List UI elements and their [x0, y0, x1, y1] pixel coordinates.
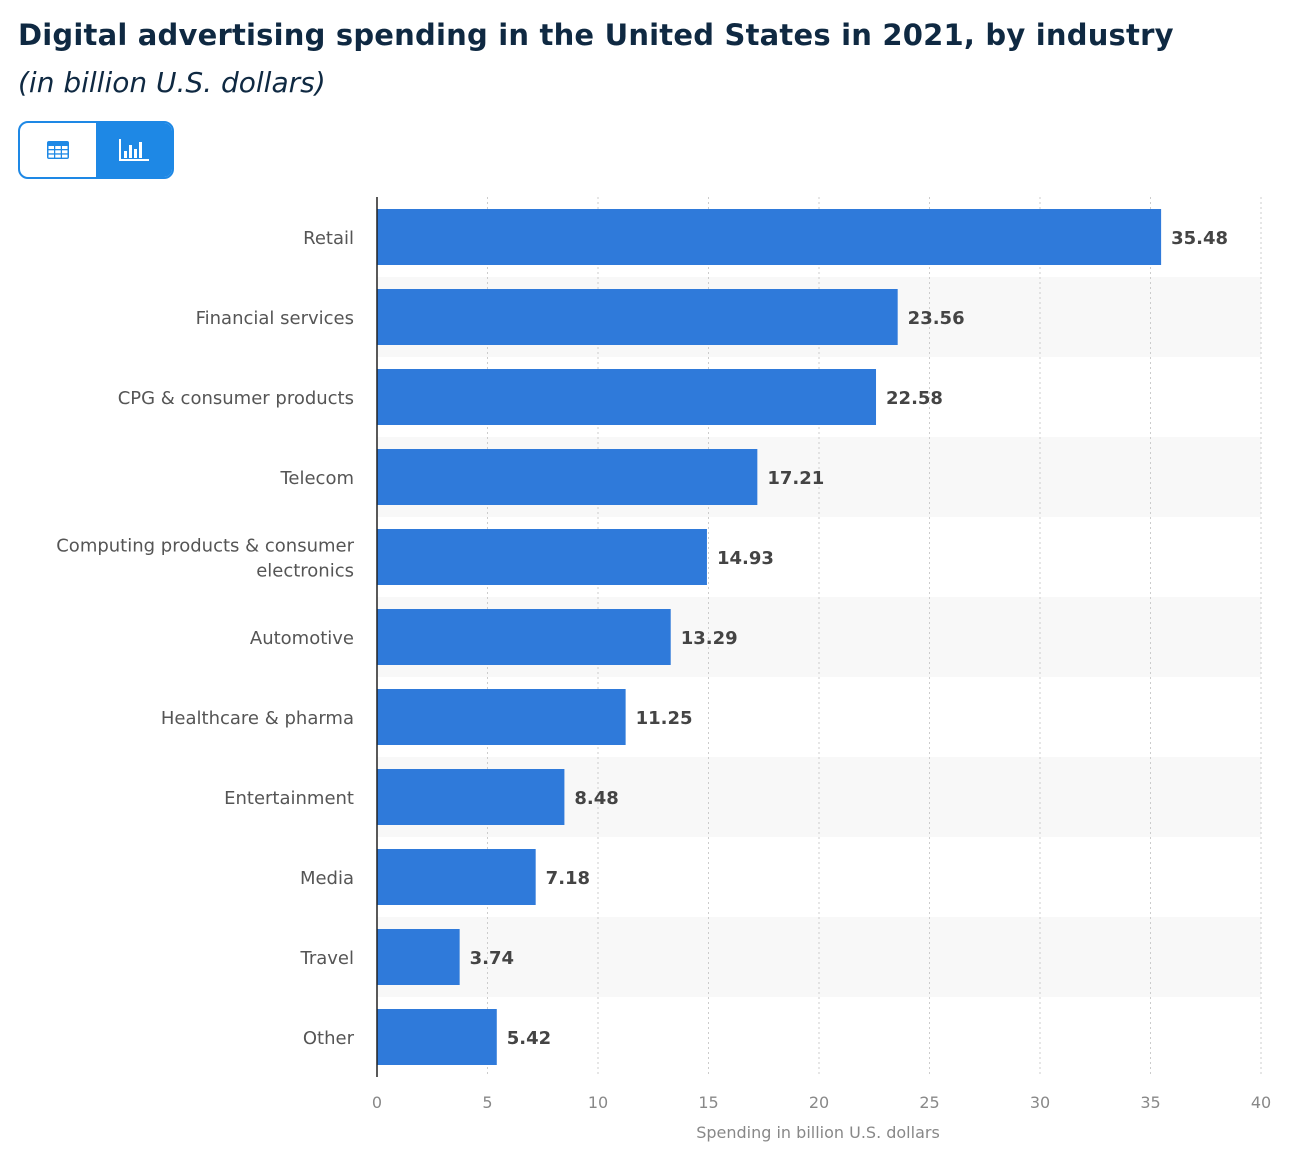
category-label: Other: [303, 1028, 355, 1049]
bar: [377, 209, 1162, 265]
data-label: 5.42: [507, 1028, 551, 1049]
data-label: 35.48: [1171, 228, 1228, 249]
category-label: Automotive: [250, 628, 354, 649]
category-label: Retail: [303, 228, 354, 249]
x-tick-label: 35: [1140, 1093, 1160, 1112]
category-label: Telecom: [279, 468, 354, 489]
x-tick-label: 40: [1251, 1093, 1271, 1112]
chart-view-button[interactable]: [96, 123, 172, 177]
category-label: Entertainment: [224, 788, 354, 809]
chart-title: Digital advertising spending in the Unit…: [18, 18, 1174, 52]
data-label: 13.29: [681, 628, 738, 649]
category-label: Financial services: [196, 308, 354, 329]
x-tick-label: 25: [919, 1093, 939, 1112]
view-toggle: [18, 121, 174, 179]
x-tick-label: 10: [588, 1093, 608, 1112]
bar: [377, 689, 626, 745]
bar: [377, 1009, 497, 1065]
data-label: 17.21: [767, 468, 824, 489]
x-tick-label: 15: [698, 1093, 718, 1112]
x-tick-label: 5: [482, 1093, 492, 1112]
data-label: 22.58: [886, 388, 943, 409]
bar: [377, 849, 536, 905]
bar: [377, 769, 565, 825]
bar: [377, 609, 671, 665]
x-tick-label: 30: [1030, 1093, 1050, 1112]
bar: [377, 289, 898, 345]
data-label: 7.18: [546, 868, 590, 889]
data-label: 23.56: [908, 308, 965, 329]
data-label: 8.48: [574, 788, 618, 809]
bar: [377, 929, 460, 985]
chart-subtitle: (in billion U.S. dollars): [18, 66, 326, 99]
category-label: Media: [300, 868, 354, 889]
category-label: Computing products & consumer: [56, 536, 354, 557]
table-icon: [47, 141, 69, 159]
category-label: Healthcare & pharma: [161, 708, 354, 729]
data-label: 14.93: [717, 548, 774, 569]
data-label: 3.74: [470, 948, 514, 969]
x-axis-title: Spending in billion U.S. dollars: [696, 1123, 940, 1142]
category-label: CPG & consumer products: [118, 388, 354, 409]
data-label: 11.25: [636, 708, 693, 729]
category-label: electronics: [256, 561, 354, 582]
table-view-button[interactable]: [20, 123, 96, 177]
bar: [377, 369, 877, 425]
category-label: Travel: [299, 948, 354, 969]
bar-chart-icon: [119, 139, 149, 161]
x-tick-label: 0: [372, 1093, 382, 1112]
bar: [377, 449, 758, 505]
x-tick-label: 20: [809, 1093, 829, 1112]
bar: [377, 529, 707, 585]
